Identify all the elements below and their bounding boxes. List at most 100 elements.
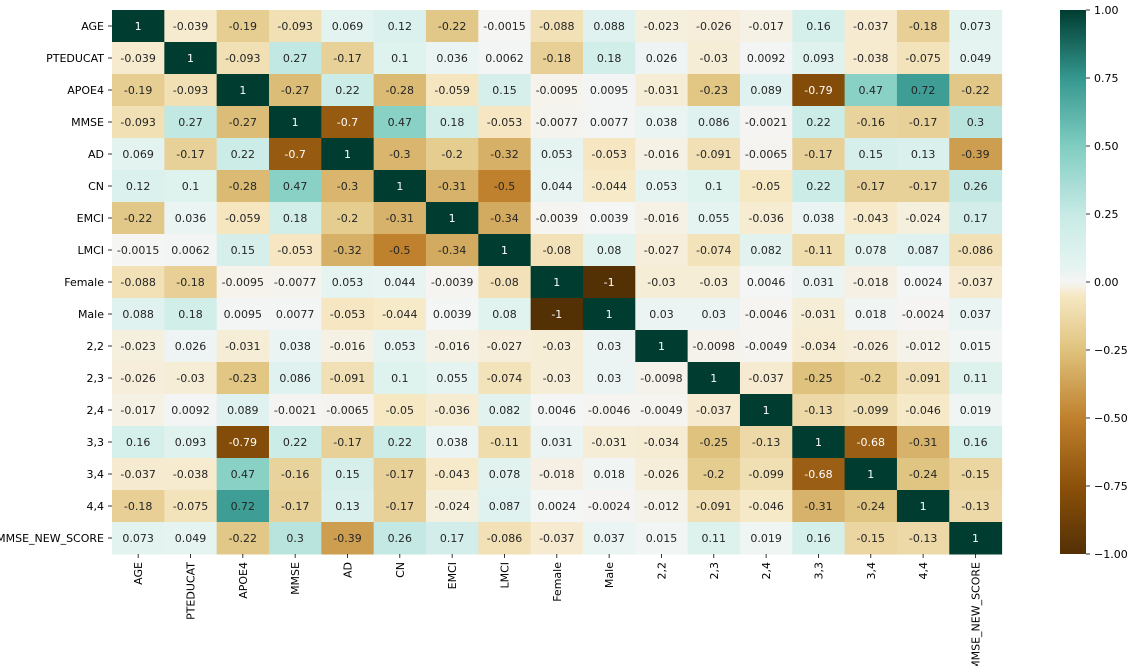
heatmap-cell xyxy=(792,234,846,267)
cell-value-label: 1 xyxy=(710,372,717,385)
heatmap-cell xyxy=(425,170,479,203)
heatmap-cell xyxy=(896,522,950,555)
x-tick-label: AD xyxy=(341,562,354,578)
cell-value-label: -0.031 xyxy=(644,84,679,97)
heatmap-cell xyxy=(949,490,1003,523)
cell-value-label: 0.1 xyxy=(182,180,200,193)
cell-value-label: -0.099 xyxy=(853,404,888,417)
heatmap-cell xyxy=(268,362,322,395)
cell-value-label: -0.39 xyxy=(961,148,989,161)
x-tick-label: PTEDUCAT xyxy=(184,562,197,620)
y-tick-label: 2,4 xyxy=(87,404,105,417)
heatmap-cell xyxy=(582,362,636,395)
heatmap-cell xyxy=(425,42,479,75)
heatmap-cell xyxy=(478,202,532,235)
heatmap-cell xyxy=(478,362,532,395)
heatmap-cell xyxy=(949,266,1003,299)
y-tick-label: EMCI xyxy=(77,212,104,225)
heatmap-cell xyxy=(478,10,532,43)
heatmap-cell xyxy=(216,362,270,395)
heatmap-cell xyxy=(112,362,165,395)
cell-value-label: -0.026 xyxy=(120,372,155,385)
heatmap-cell xyxy=(321,330,375,363)
cell-value-label: -0.0049 xyxy=(640,404,682,417)
heatmap-cell xyxy=(949,298,1003,331)
y-tick-label: Male xyxy=(78,308,104,321)
cell-value-label: 0.089 xyxy=(750,84,782,97)
cell-value-label: -0.046 xyxy=(748,500,783,513)
heatmap-cell xyxy=(268,458,322,491)
cell-value-label: 0.0077 xyxy=(276,308,315,321)
cell-value-label: 0.049 xyxy=(960,52,992,65)
heatmap-cell xyxy=(792,522,846,555)
cell-value-label: 1 xyxy=(606,308,613,321)
heatmap-cell xyxy=(739,170,793,203)
cell-value-label: -0.39 xyxy=(333,532,361,545)
cell-value-label: 0.13 xyxy=(335,500,360,513)
cell-value-label: 0.019 xyxy=(750,532,782,545)
heatmap-cell xyxy=(112,234,165,267)
cell-value-label: 0.018 xyxy=(593,468,625,481)
cell-value-label: -0.075 xyxy=(905,52,940,65)
y-tick-label: CN xyxy=(88,180,104,193)
heatmap-cell xyxy=(896,202,950,235)
heatmap-cell xyxy=(582,170,636,203)
heatmap-cell xyxy=(739,202,793,235)
cell-value-label: 0.093 xyxy=(803,52,835,65)
cell-value-label: 1 xyxy=(501,244,508,257)
x-tick-label: 3,3 xyxy=(812,562,825,580)
heatmap-cell xyxy=(687,42,741,75)
heatmap-cell xyxy=(530,106,584,139)
heatmap-cell xyxy=(792,490,846,523)
cell-value-label: -0.017 xyxy=(120,404,155,417)
heatmap-cell xyxy=(687,266,741,299)
x-tick-label: APOE4 xyxy=(237,562,250,599)
cell-value-label: -0.11 xyxy=(490,436,518,449)
heatmap-cell xyxy=(792,10,846,43)
heatmap-cell xyxy=(425,10,479,43)
y-tick-label: AGE xyxy=(81,20,104,33)
heatmap-cell xyxy=(321,234,375,267)
cell-value-label: 0.16 xyxy=(806,20,831,33)
cell-value-label: -0.053 xyxy=(591,148,626,161)
heatmap-cell xyxy=(635,298,689,331)
cell-value-label: 0.18 xyxy=(597,52,622,65)
cell-value-label: -0.024 xyxy=(905,212,940,225)
cell-value-label: -0.17 xyxy=(386,468,414,481)
heatmap-cell xyxy=(896,362,950,395)
cell-value-label: 0.088 xyxy=(122,308,154,321)
x-tick-label: EMCI xyxy=(446,562,459,589)
heatmap-cell xyxy=(216,10,270,43)
heatmap-cell xyxy=(687,234,741,267)
cell-value-label: 1 xyxy=(920,500,927,513)
cell-value-label: 0.18 xyxy=(178,308,203,321)
cell-value-label: -0.046 xyxy=(905,404,940,417)
cell-value-label: -0.17 xyxy=(909,180,937,193)
heatmap-cell xyxy=(216,330,270,363)
heatmap-cell xyxy=(949,170,1003,203)
heatmap-cell xyxy=(582,202,636,235)
cell-value-label: -0.0021 xyxy=(274,404,316,417)
colorbar-tick-label: 0.00 xyxy=(1094,276,1119,289)
heatmap-cell xyxy=(321,170,375,203)
cell-value-label: -0.093 xyxy=(173,84,208,97)
cell-value-label: -0.037 xyxy=(958,276,993,289)
cell-value-label: 1 xyxy=(187,52,194,65)
cell-value-label: -0.0077 xyxy=(274,276,316,289)
heatmap-cell xyxy=(164,426,218,459)
cell-value-label: -0.19 xyxy=(229,20,257,33)
heatmap-cell xyxy=(321,10,375,43)
cell-value-label: -0.016 xyxy=(644,148,679,161)
cell-value-label: -0.2 xyxy=(337,212,358,225)
y-axis-tick-labels: AGE PTEDUCAT APOE4 MMSE AD CN EMCI LMCI Female Ma… xyxy=(0,20,112,545)
cell-value-label: 0.082 xyxy=(489,404,521,417)
heatmap-cell xyxy=(844,234,898,267)
cell-value-label: -0.088 xyxy=(539,20,574,33)
heatmap-cell xyxy=(268,106,322,139)
cell-value-label: 0.069 xyxy=(122,148,154,161)
heatmap-cell xyxy=(216,298,270,331)
cell-value-label: -0.15 xyxy=(857,532,885,545)
heatmap-cell xyxy=(425,74,479,107)
cell-value-label: 0.17 xyxy=(440,532,465,545)
cell-value-label: 0.1 xyxy=(391,52,409,65)
